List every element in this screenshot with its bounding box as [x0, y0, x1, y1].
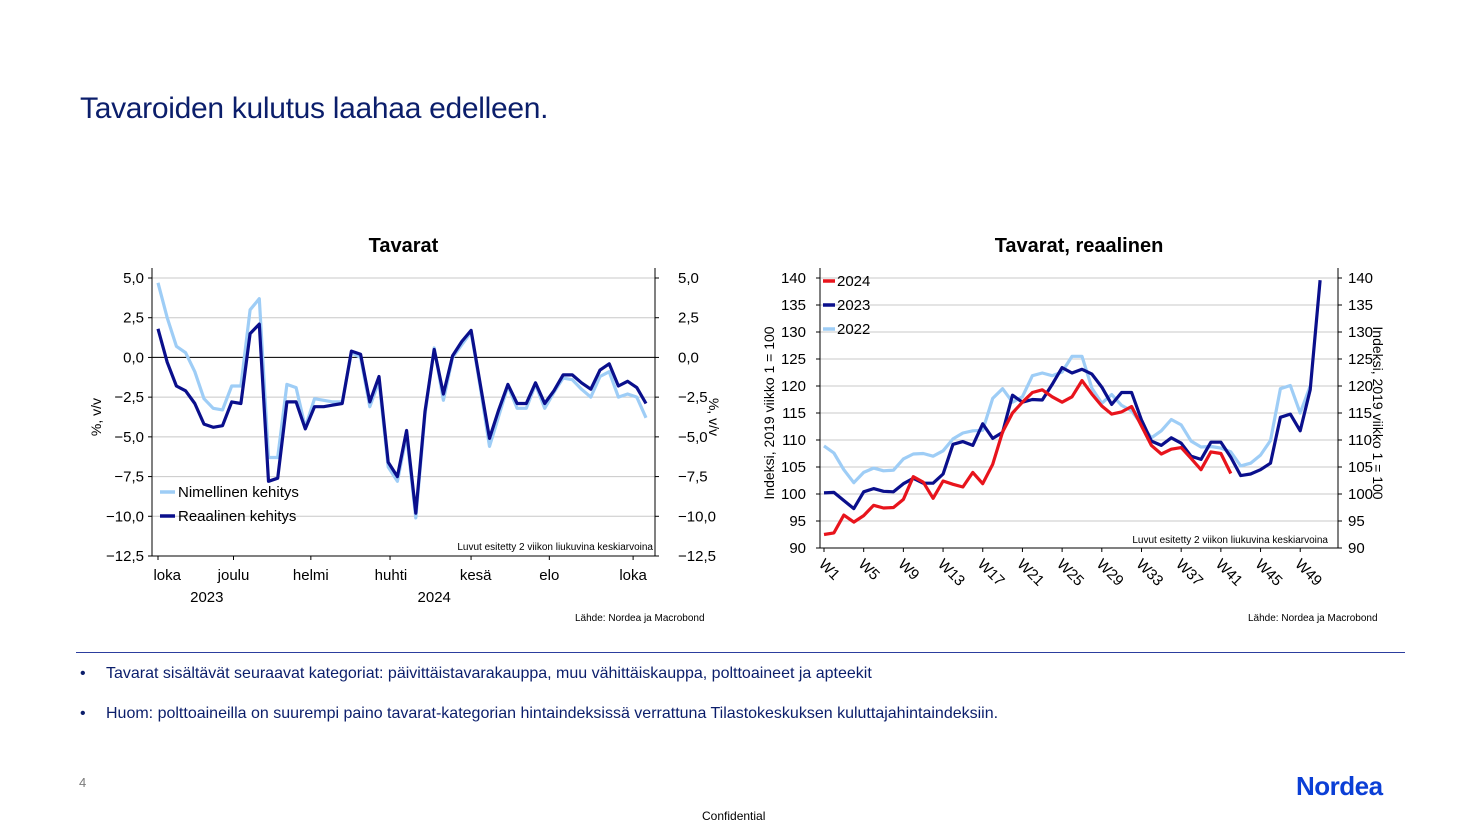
chart-title: Tavarat [369, 235, 439, 257]
x-year-label: 2024 [418, 589, 451, 606]
y-axis-label: Indeksi, 2019 viikko 1 = 100 [761, 326, 777, 499]
y-tick-label: 135 [781, 297, 806, 314]
bullet-list: • Tavarat sisältävät seuraavat kategoriat… [80, 664, 998, 744]
y-tick-label: 140 [781, 270, 806, 287]
y-tick-label-right: −2,5 [678, 389, 708, 406]
x-tick-label: W33 [1133, 556, 1167, 590]
y-tick-label-right: 0,0 [678, 349, 699, 366]
y-tick-label-right: 95 [1348, 513, 1365, 530]
y-tick-label: 125 [781, 351, 806, 368]
bullet-text: Tavarat sisältävät seuraavat kategoriat:… [106, 665, 872, 682]
y-tick-label-right: 105 [1348, 459, 1373, 476]
y-tick-label: −12,5 [106, 548, 144, 565]
y-tick-label-right: 125 [1348, 351, 1373, 368]
y-tick-label: 110 [782, 432, 806, 449]
series-line-2024 [823, 379, 1233, 537]
x-tick-label: W21 [1014, 556, 1048, 590]
x-year-label: 2023 [190, 589, 223, 606]
bullet-item: • Huom: polttoaineilla on suurempi paino … [80, 704, 998, 724]
legend-label: 2022 [837, 321, 870, 338]
bullet-icon: • [80, 705, 86, 722]
chart-title: Tavarat, reaalinen [995, 235, 1164, 257]
y-tick-label-right: 5,0 [678, 270, 699, 287]
y-tick-label-right: −12,5 [678, 548, 716, 565]
y-tick-label: 130 [781, 324, 806, 341]
divider [76, 652, 1405, 653]
x-tick-label: loka [619, 567, 647, 584]
series-line-2022 [823, 354, 1312, 485]
series-line-real [156, 322, 648, 515]
y-tick-label: 90 [789, 540, 806, 557]
bullet-text: Huom: polttoaineilla on suurempi paino t… [106, 705, 999, 722]
y-tick-label-right: 120 [1348, 378, 1373, 395]
left-chart-source: Lähde: Nordea ja Macrobond [575, 613, 705, 624]
x-tick-label: kesä [460, 567, 492, 584]
y-tick-label-right: 110 [1348, 432, 1372, 449]
y-tick-label: 100 [781, 486, 806, 503]
y-tick-label-right: 115 [1348, 405, 1372, 422]
x-tick-label: W25 [1053, 556, 1087, 590]
y-tick-label: −5,0 [114, 429, 144, 446]
right-chart-source: Lähde: Nordea ja Macrobond [1248, 613, 1378, 624]
y-tick-label-right: −7,5 [678, 469, 708, 486]
x-tick-label: W41 [1212, 556, 1246, 590]
y-tick-label: 5,0 [123, 270, 144, 287]
y-tick-label: 0,0 [123, 349, 144, 366]
legend-label: Reaalinen kehitys [178, 508, 296, 525]
x-tick-label: W37 [1172, 556, 1206, 590]
x-tick-label: W13 [934, 556, 968, 590]
y-tick-label: 115 [782, 405, 806, 422]
y-axis-label: %, v/v [88, 398, 104, 436]
x-tick-label: W9 [895, 556, 923, 584]
slide-title: Tavaroiden kulutus laahaa edelleen. [80, 92, 549, 125]
x-tick-label: W5 [855, 556, 883, 584]
page-number: 4 [79, 775, 87, 790]
x-tick-label: W1 [815, 556, 843, 584]
y-tick-label: 120 [781, 378, 806, 395]
left-chart: Tavarat 5,0 5,0 2,5 2,5 0,0 0,0 −2,5 −2,5 −5,0 −5,… [88, 235, 722, 606]
y-tick-label-right: 90 [1348, 540, 1365, 557]
x-tick-label: huhti [375, 567, 408, 584]
y-tick-label-right: 130 [1348, 324, 1373, 341]
x-tick-label: W45 [1252, 556, 1286, 590]
x-tick-label: elo [539, 567, 559, 584]
x-tick-label: W49 [1291, 556, 1325, 590]
right-chart: Tavarat, reaalinen 140 140 135 135 130 130 125 1… [761, 235, 1386, 590]
y-tick-label-right: 140 [1348, 270, 1373, 287]
y-tick-label: 2,5 [123, 310, 144, 327]
y-tick-label-right: −10,0 [678, 508, 716, 525]
x-tick-label: W17 [974, 556, 1008, 590]
x-tick-label: joulu [217, 567, 250, 584]
bullet-icon: • [80, 665, 86, 682]
nordea-logo: Nordea [1296, 771, 1383, 801]
y-tick-label: 105 [781, 459, 806, 476]
y-tick-label: 95 [789, 513, 806, 530]
legend-label: 2023 [837, 297, 870, 314]
legend-label: 2024 [837, 273, 870, 290]
y-tick-label-right: 100 [1348, 486, 1373, 503]
chart-note: Luvut esitetty 2 viikon liukuvina keskia… [1132, 535, 1328, 546]
x-tick-label: helmi [293, 567, 329, 584]
y-tick-label: −10,0 [106, 508, 144, 525]
series-line-2023 [823, 280, 1322, 511]
y-tick-label-right: 135 [1348, 297, 1373, 314]
x-tick-label: loka [153, 567, 181, 584]
y-axis-label-right: Indeksi, 2019 viikko 1 = 100 [1370, 326, 1386, 499]
confidential-label: Confidential [702, 809, 766, 823]
bullet-item: • Tavarat sisältävät seuraavat kategoriat… [80, 664, 998, 684]
y-tick-label: −7,5 [114, 469, 144, 486]
y-axis-label-right: %, v/v [706, 398, 722, 436]
y-tick-label: −2,5 [114, 389, 144, 406]
y-tick-label-right: −5,0 [678, 429, 708, 446]
y-tick-label-right: 2,5 [678, 310, 699, 327]
legend-label: Nimellinen kehitys [178, 484, 299, 501]
x-tick-label: W29 [1093, 556, 1127, 590]
chart-note: Luvut esitetty 2 viikon liukuvina keskia… [457, 542, 653, 553]
